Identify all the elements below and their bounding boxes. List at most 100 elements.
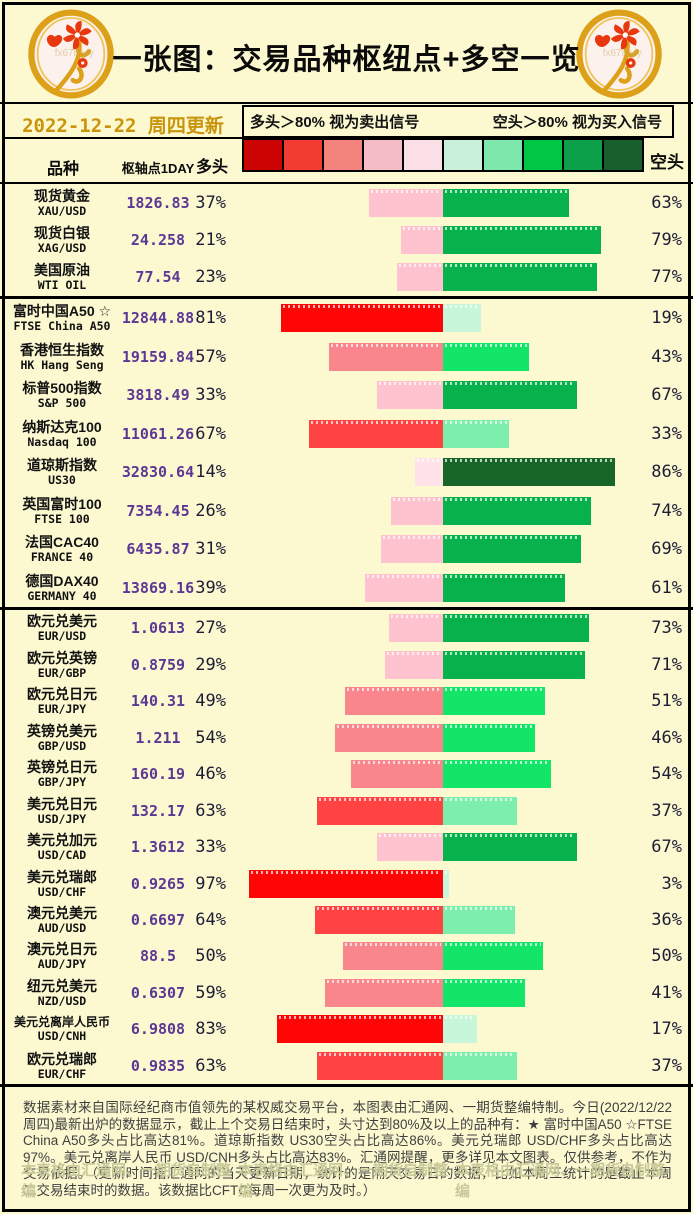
pivot-value: 11061.26 [121,424,195,443]
short-bar-segment [443,978,525,1007]
instrument-name-cn: 纽元兑美元 [27,977,97,994]
long-percent: 29% [195,654,226,675]
pivot-value: 3818.49 [126,386,190,405]
long-short-bar [415,458,615,487]
update-date: 2022-12-22 周四更新 [22,115,224,137]
long-bar-segment [365,573,443,602]
pivot-value: 7354.45 [126,501,190,520]
table-row: 美元兑离岸人民币 USD/CNH 6.9808 83% 17% [0,1011,693,1047]
instrument-name-en: GBP/JPY [37,775,87,790]
coin-watermark-text: fx678 yly [55,48,94,59]
long-percent: 57% [195,346,226,367]
instrument-name: 标普500指数 S&P 500 [6,380,118,410]
legend-long-rule: 多头＞80% 视为卖出信号 [250,114,420,131]
long-short-bar [343,942,543,971]
long-short-bar [351,760,551,789]
watermark-text: 本表格由汇通网、一期货自制整编 [455,1162,666,1200]
short-percent: 77% [651,267,682,288]
long-bar-segment [369,188,443,217]
long-short-bar [315,905,515,934]
instrument-name-en: GERMANY 40 [27,588,97,603]
instrument-name-cn: 英镑兑日元 [27,759,97,776]
long-short-bar [385,650,585,679]
instrument-name-cn: 美元兑日元 [27,795,97,812]
short-bar-segment [443,263,597,292]
long-bar-segment [343,942,443,971]
pinwheel-flower [62,20,92,50]
column-header-short: 空头 [650,153,684,172]
long-percent: 23% [195,267,226,288]
pivot-value: 6.9808 [130,1020,186,1039]
instrument-name-cn: 欧元兑美元 [27,613,97,630]
sentiment-color-scale [242,138,644,172]
instrument-name-en: FTSE 100 [34,511,90,526]
instrument-name-cn: 美国原油 [34,262,90,279]
table-row: 欧元兑日元 EUR/JPY 140.31 49% 51% [0,683,693,719]
scale-swatch [484,140,522,170]
instrument-name-en: EUR/JPY [37,702,87,717]
table-row: 现货白银 XAG/USD 24.258 21% 79% [0,221,693,258]
pivot-value: 13869.16 [121,578,195,597]
table-row: 欧元兑英镑 EUR/GBP 0.8759 29% 71% [0,646,693,682]
table-row: 英镑兑美元 GBP/USD 1.211 54% 46% [0,719,693,755]
pivot-value: 0.6307 [130,983,186,1002]
scale-swatch [564,140,602,170]
long-short-bar [401,225,601,254]
scale-swatch [524,140,562,170]
long-percent: 49% [195,691,226,712]
long-bar-segment [385,650,443,679]
long-bar-segment [345,687,443,716]
long-short-bar [329,342,529,371]
short-bar-segment [443,1015,477,1044]
instrument-name-cn: 法国CAC40 [25,534,99,551]
short-bar-segment [443,650,585,679]
instrument-name-cn: 欧元兑日元 [27,686,97,703]
long-short-bar [317,796,517,825]
short-percent: 86% [651,462,682,483]
instrument-name: 英镑兑美元 GBP/USD [6,723,118,753]
long-percent: 64% [195,909,226,930]
long-percent: 14% [195,462,226,483]
long-short-bar [281,304,481,333]
long-short-bar [365,573,565,602]
long-bar-segment [377,833,443,862]
long-short-bar [249,869,449,898]
instrument-name-en: EUR/CHF [37,1066,87,1081]
long-percent: 67% [195,423,226,444]
long-percent: 31% [195,539,226,560]
scale-swatch [364,140,402,170]
short-bar-segment [443,833,577,862]
instrument-name-cn: 澳元兑美元 [27,904,97,921]
instrument-name: 欧元兑瑞郎 EUR/CHF [6,1051,118,1081]
long-percent: 81% [195,308,226,329]
long-short-bar [317,1051,517,1080]
pivot-value: 0.9265 [130,874,186,893]
table-row: 英镑兑日元 GBP/JPY 160.19 46% 54% [0,756,693,792]
short-bar-segment [443,458,615,487]
pivot-value: 77.54 [135,268,181,287]
instrument-name-cn: 德国DAX40 [25,572,99,589]
table-row: 现货黄金 XAU/USD 1826.83 37% 63% [0,184,693,221]
long-percent: 37% [195,192,226,213]
table-row: 美国原油 WTI OIL 77.54 23% 77% [0,259,693,296]
long-bar-segment [317,1051,443,1080]
scale-swatch [444,140,482,170]
short-bar-segment [443,535,581,564]
instrument-name-en: FRANCE 40 [30,550,94,565]
long-short-bar [397,263,597,292]
long-bar-segment [401,225,443,254]
long-bar-segment [381,535,443,564]
long-bar-segment [325,978,443,1007]
short-percent: 54% [651,764,682,785]
short-percent: 67% [651,837,682,858]
long-bar-segment [329,342,443,371]
instrument-name-cn: 现货白银 [34,224,90,241]
short-bar-segment [443,381,577,410]
section-commodities: 现货黄金 XAU/USD 1826.83 37% 63% 现货白银 XAG/US… [0,184,693,299]
instrument-name-cn: 英镑兑美元 [27,722,97,739]
column-header-pivot: 枢轴点1DAY [121,161,195,176]
long-short-bar [369,188,569,217]
long-short-bar [309,419,509,448]
table-row: 法国CAC40 FRANCE 40 6435.87 31% 69% [0,530,693,569]
short-percent: 61% [651,577,682,598]
